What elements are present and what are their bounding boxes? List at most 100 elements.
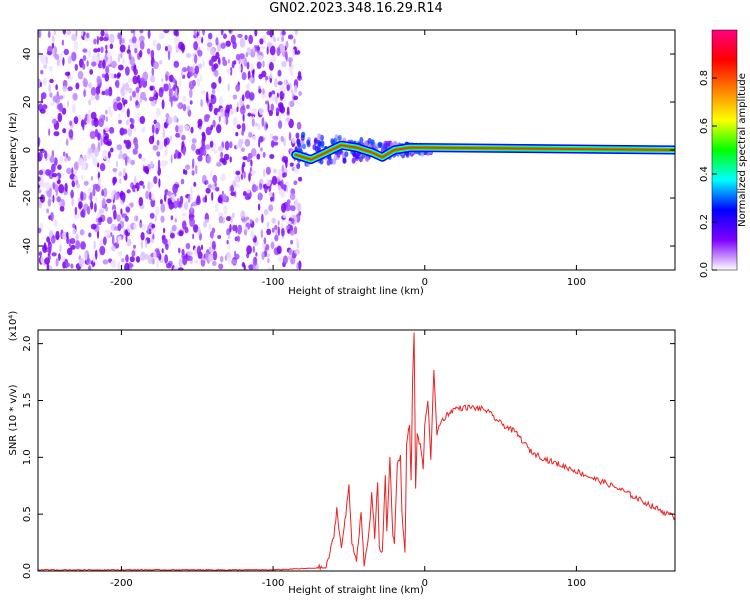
- noise-speckle: [115, 160, 119, 168]
- noise-speckle: [46, 51, 52, 56]
- noise-speckle: [49, 156, 55, 163]
- noise-speckle: [231, 60, 235, 69]
- noise-speckle: [225, 40, 231, 47]
- noise-speckle: [261, 213, 264, 224]
- noise-speckle: [285, 51, 288, 60]
- noise-speckle: [114, 73, 117, 79]
- noise-speckle: [175, 125, 179, 133]
- noise-speckle: [285, 203, 291, 212]
- noise-speckle: [38, 151, 43, 160]
- noise-speckle: [121, 97, 125, 103]
- noise-speckle: [73, 116, 79, 125]
- noise-speckle: [220, 42, 226, 49]
- noise-speckle: [98, 118, 104, 128]
- noise-speckle: [281, 164, 284, 173]
- noise-speckle: [90, 200, 94, 210]
- noise-speckle: [294, 249, 301, 255]
- noise-speckle: [211, 88, 216, 95]
- noise-speckle: [132, 148, 138, 155]
- noise-speckle: [265, 76, 269, 81]
- colorbar: 0.0 0.2 0.4 0.6 0.8 Normalized spectral ampl…: [699, 29, 748, 278]
- noise-speckle: [150, 229, 157, 234]
- noise-speckle: [178, 247, 181, 254]
- noise-speckle: [159, 60, 163, 65]
- signal-speckle: [337, 134, 342, 141]
- noise-speckle: [246, 61, 250, 70]
- noise-speckle: [282, 172, 288, 178]
- noise-speckle: [229, 30, 232, 34]
- noise-speckle: [248, 131, 253, 138]
- noise-speckle: [185, 242, 191, 250]
- noise-speckle: [212, 143, 217, 149]
- noise-speckle: [177, 102, 182, 109]
- noise-speckle: [135, 256, 141, 263]
- noise-speckle: [280, 189, 285, 198]
- noise-speckle: [126, 108, 130, 118]
- noise-speckle: [250, 170, 256, 176]
- noise-speckle: [102, 259, 109, 265]
- noise-speckle: [223, 115, 226, 125]
- colorbar-tick-label: 0.4: [699, 166, 710, 182]
- noise-speckle: [119, 149, 123, 159]
- noise-speckle: [46, 190, 52, 198]
- noise-speckle: [87, 49, 91, 58]
- noise-speckle: [254, 108, 257, 114]
- noise-speckle: [267, 267, 273, 270]
- noise-speckle: [220, 151, 224, 158]
- noise-speckle: [82, 55, 87, 61]
- noise-speckle: [55, 258, 59, 267]
- noise-speckle: [223, 33, 227, 39]
- noise-speckle: [254, 30, 258, 37]
- noise-speckle: [42, 77, 47, 86]
- signal-speckle: [300, 134, 305, 141]
- noise-speckle: [140, 251, 146, 261]
- noise-speckle: [183, 201, 189, 211]
- noise-speckle: [38, 169, 44, 176]
- noise-speckle: [63, 48, 69, 56]
- noise-speckle: [216, 124, 222, 134]
- noise-speckle: [280, 135, 284, 142]
- noise-speckle: [120, 52, 123, 59]
- noise-speckle: [104, 72, 110, 82]
- noise-speckle: [265, 100, 270, 105]
- figure-title: GN02.2023.348.16.29.R14: [269, 1, 443, 16]
- noise-speckle: [284, 97, 287, 104]
- snr-y-axis-label: SNR (10 * v/v): [8, 384, 19, 455]
- noise-speckle: [78, 201, 83, 209]
- noise-speckle: [125, 66, 130, 76]
- noise-speckle: [62, 30, 66, 35]
- noise-speckle: [215, 51, 220, 60]
- noise-speckle: [147, 181, 151, 192]
- noise-speckle: [88, 147, 93, 154]
- snr-x-axis-label: Height of straight line (km): [288, 585, 424, 596]
- y-tick-label: 1.5: [22, 393, 33, 409]
- noise-speckle: [111, 60, 117, 69]
- noise-speckle: [248, 34, 254, 45]
- noise-speckle: [117, 260, 121, 270]
- noise-speckle: [153, 90, 156, 95]
- noise-speckle: [190, 185, 193, 195]
- noise-speckle: [250, 63, 254, 71]
- noise-speckle: [106, 51, 112, 58]
- noise-speckle: [109, 33, 115, 44]
- noise-speckle: [277, 220, 280, 226]
- noise-speckle: [277, 69, 282, 77]
- noise-speckle: [90, 111, 97, 120]
- noise-speckle: [200, 90, 207, 95]
- noise-speckle: [134, 143, 139, 150]
- noise-speckle: [263, 237, 267, 245]
- noise-speckle: [118, 119, 122, 125]
- noise-speckle: [61, 39, 65, 46]
- noise-speckle: [112, 176, 117, 184]
- noise-speckle: [117, 53, 121, 63]
- noise-speckle: [160, 203, 166, 213]
- spectrogram-x-ticks: -200 -100 0 100: [110, 30, 586, 288]
- noise-speckle: [256, 46, 260, 51]
- x-tick-label: 0: [422, 277, 428, 288]
- noise-speckle: [146, 48, 151, 55]
- noise-speckle: [256, 61, 262, 69]
- noise-speckle: [205, 126, 212, 136]
- noise-speckle: [151, 193, 155, 201]
- noise-speckle: [110, 259, 117, 269]
- noise-speckle: [229, 156, 232, 163]
